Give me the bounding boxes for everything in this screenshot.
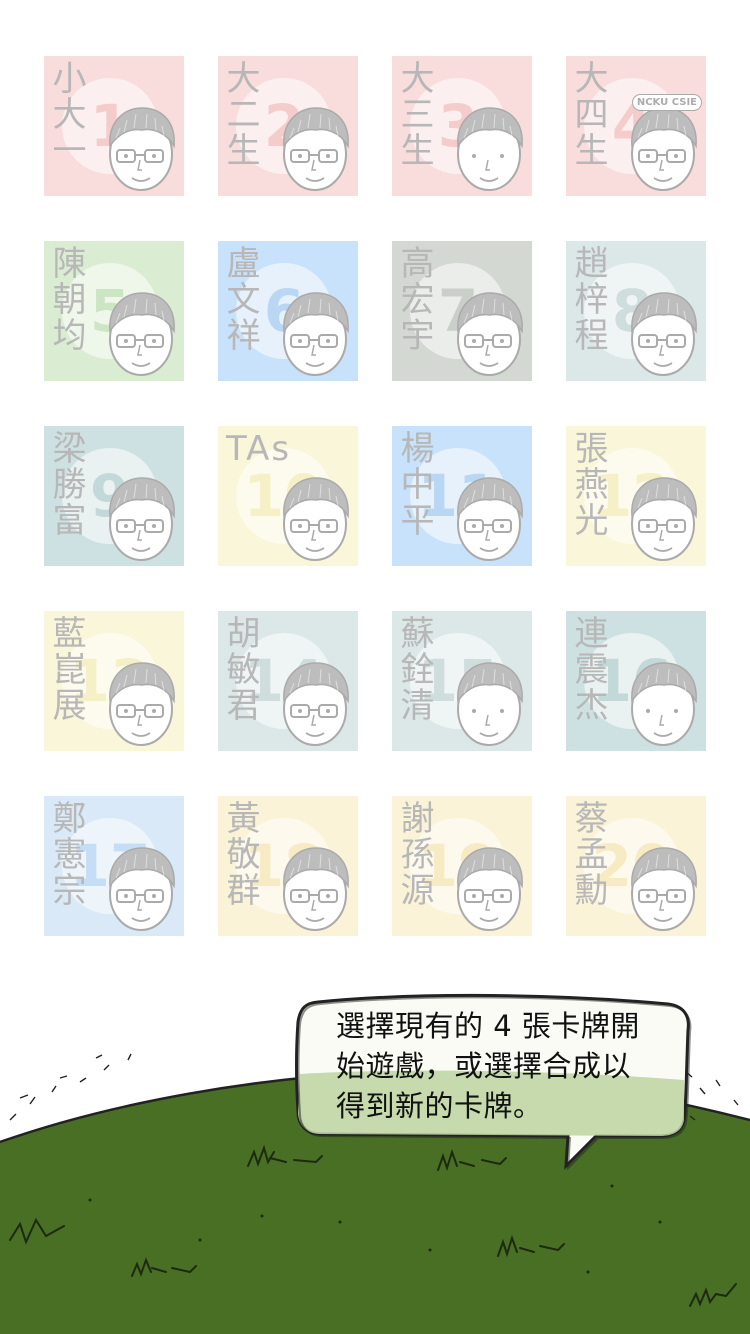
card-name: TAs <box>226 429 292 469</box>
portrait-sketch <box>283 662 349 746</box>
card-name: 大四生 <box>568 60 608 168</box>
character-card[interactable]: 10 TAs <box>218 426 358 566</box>
card-name: 陳朝均 <box>46 245 86 353</box>
portrait-sketch <box>283 107 349 191</box>
character-card[interactable]: 11 楊中平 <box>392 426 532 566</box>
grass-tufts <box>9 1144 737 1307</box>
card-number: 16 <box>584 633 680 729</box>
character-card[interactable]: 14 胡敏君 <box>218 611 358 751</box>
card-number: 1 <box>62 78 158 174</box>
character-card[interactable]: 7 高宏宇 <box>392 241 532 381</box>
portrait-sketch <box>283 847 349 931</box>
portrait-sketch <box>631 477 697 561</box>
card-number: 11 <box>410 448 506 544</box>
character-card[interactable]: 9 梁勝富 <box>44 426 184 566</box>
card-name: 謝孫源 <box>394 800 434 908</box>
portrait-sketch <box>109 477 175 561</box>
card-number: 10 <box>236 448 332 544</box>
portrait-sketch <box>457 107 523 191</box>
character-card[interactable]: 12 張燕光 <box>566 426 706 566</box>
character-card[interactable]: 2 大二生 <box>218 56 358 196</box>
character-card[interactable]: 4 大四生 NCKU CSIE <box>566 56 706 196</box>
dots <box>88 1184 662 1274</box>
card-number: 8 <box>584 263 680 359</box>
portrait-sketch <box>283 477 349 561</box>
card-number: 15 <box>410 633 506 729</box>
card-name: 胡敏君 <box>220 615 260 723</box>
portrait-sketch <box>631 662 697 746</box>
portrait-sketch <box>631 107 697 191</box>
card-name: 小大一 <box>46 60 86 168</box>
card-name: 楊中平 <box>394 430 434 538</box>
portrait-sketch <box>109 662 175 746</box>
card-number: 19 <box>410 818 506 914</box>
card-number: 17 <box>62 818 158 914</box>
character-card[interactable]: 1 小大一 <box>44 56 184 196</box>
card-name: 鄭憲宗 <box>46 800 86 908</box>
card-number: 13 <box>62 633 158 729</box>
character-card[interactable]: 17 鄭憲宗 <box>44 796 184 936</box>
card-number: 3 <box>410 78 506 174</box>
portrait-sketch <box>631 847 697 931</box>
portrait-sketch <box>457 477 523 561</box>
card-name: 蔡孟勳 <box>568 800 608 908</box>
portrait-sketch <box>457 292 523 376</box>
card-name: 張燕光 <box>568 430 608 538</box>
portrait-sketch <box>109 107 175 191</box>
character-card[interactable]: 18 黃敬群 <box>218 796 358 936</box>
card-name: 黃敬群 <box>220 800 260 908</box>
portrait-sketch <box>631 292 697 376</box>
card-number: 9 <box>62 448 158 544</box>
card-number: 7 <box>410 263 506 359</box>
cap-text: NCKU CSIE <box>631 94 702 111</box>
card-name: 蘇銓清 <box>394 615 434 723</box>
character-card[interactable]: 8 趙梓程 <box>566 241 706 381</box>
character-card[interactable]: 5 陳朝均 <box>44 241 184 381</box>
card-name: 藍崑展 <box>46 615 86 723</box>
character-card[interactable]: 19 謝孫源 <box>392 796 532 936</box>
card-name: 大三生 <box>394 60 434 168</box>
character-card[interactable]: 15 蘇銓清 <box>392 611 532 751</box>
card-number: 4 <box>584 78 680 174</box>
card-number: 6 <box>236 263 332 359</box>
card-number: 2 <box>236 78 332 174</box>
card-number: 14 <box>236 633 332 729</box>
card-name: 趙梓程 <box>568 245 608 353</box>
card-name: 連震杰 <box>568 615 608 723</box>
portrait-sketch <box>109 292 175 376</box>
character-card[interactable]: 13 藍崑展 <box>44 611 184 751</box>
speech-bubble-text: 選擇現有的 4 張卡牌開始遊戲，或選擇合成以得到新的卡牌。 <box>336 1009 640 1123</box>
card-number: 12 <box>584 448 680 544</box>
portrait-sketch <box>457 662 523 746</box>
card-grid: 1 小大一 2 大二生 3 大三生 4 大四生 NCKU CSIE 5 陳朝均 6 盧文祥 7 高宏宇 8 趙梓… <box>44 56 708 936</box>
card-number: 20 <box>584 818 680 914</box>
portrait-sketch <box>457 847 523 931</box>
character-card[interactable]: 3 大三生 <box>392 56 532 196</box>
character-card[interactable]: 20 蔡孟勳 <box>566 796 706 936</box>
card-number: 18 <box>236 818 332 914</box>
portrait-sketch <box>109 847 175 931</box>
portrait-sketch <box>283 292 349 376</box>
card-name: 梁勝富 <box>46 430 86 538</box>
card-name: 高宏宇 <box>394 245 434 353</box>
card-name: 大二生 <box>220 60 260 168</box>
character-card[interactable]: 16 連震杰 <box>566 611 706 751</box>
card-name: 盧文祥 <box>220 245 260 353</box>
card-number: 5 <box>62 263 158 359</box>
character-card[interactable]: 6 盧文祥 <box>218 241 358 381</box>
